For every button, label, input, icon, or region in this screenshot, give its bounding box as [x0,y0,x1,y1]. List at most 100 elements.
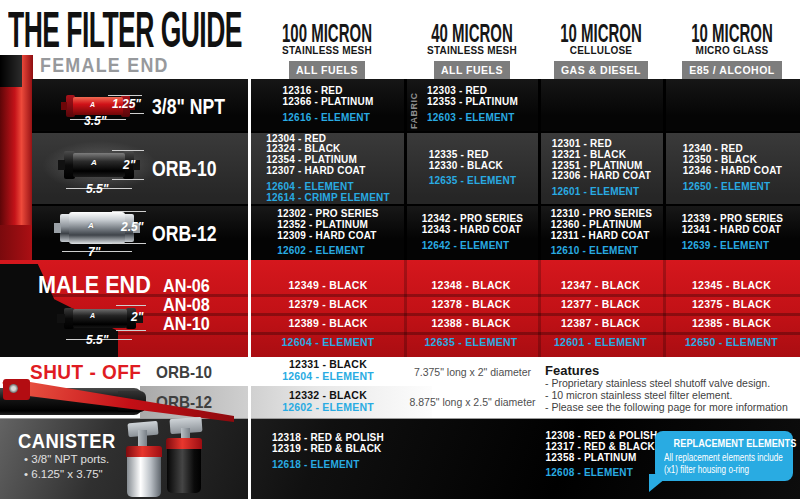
part-number: 12366 - PLATINUM [283,97,374,108]
black-canister-body [167,449,201,493]
shutoff-heading: SHUT - OFF [30,361,141,384]
male-an06-40micron: 12348 - BLACK [404,279,538,291]
male-an06-microglass: 12345 - BLACK [663,279,800,291]
cell-orb10-cellulose: 12301 - RED12321 - BLACK12351 - PLATINUM… [540,133,663,204]
part-number: 12343 - HARD COAT [422,225,523,236]
part-number: 12346 - HARD COAT [683,166,782,177]
dimension-height: 2.5" [121,220,143,234]
part-number: 12616 - ELEMENT [283,113,374,124]
part-number: 12603 - ELEMENT [427,113,518,124]
male-an10-100micron: 12389 - BLACK [252,317,404,329]
dimension-height: 2" [123,158,135,172]
part-number: 12614 - CRIMP ELEMENT [266,193,390,204]
page-title: THE FILTER GUIDE [8,1,242,59]
micron-label: 40 MICRON [418,23,526,44]
part-number: 12601 - ELEMENT [552,187,651,198]
fuel-badge: ALL FUELS [289,61,365,79]
dimension-height: 1.25" [112,97,141,111]
dimension-length: 5.5" [86,333,108,347]
silver-canister-cap [126,446,162,457]
part-number: 12309 - HARD COAT [277,231,378,242]
part-number: 12353 - PLATINUM [427,97,518,108]
male-an10-40micron: 12388 - BLACK [404,317,538,329]
callout-body: All replacement elements include (x1) fi… [664,452,791,475]
filter-guide-page: THE FILTER GUIDE FEMALE END 100 MICRON S… [0,0,800,499]
male-end-heading: MALE END [38,271,151,299]
male-an08-cellulose: 12377 - BLACK [538,298,663,310]
part-number: 12311 - HARD COAT [551,231,652,242]
part-number: 12618 - ELEMENT [272,460,384,471]
fuel-badge: E85 / ALCOHOL [682,61,781,79]
dimension-line [130,113,144,114]
male-element-cellulose: 12601 - ELEMENT [538,336,663,348]
female-end-heading: FEMALE END [40,53,169,77]
dimension-line [112,179,144,180]
part-number: 12604 - ELEMENT [266,182,390,193]
shutoff-orb10-label: ORB-10 [156,363,212,383]
silver-canister-body [127,457,161,497]
cell-npt-100micron: 12316 - RED12366 - PLATINUM12616 - ELEME… [252,79,404,131]
an10-label: AN-10 [163,314,210,335]
row-label-orb12: ORB-12 [152,221,217,247]
male-an06-cellulose: 12347 - BLACK [538,279,663,291]
part-number: 12321 - BLACK [552,150,651,161]
male-element-microglass: 12650 - ELEMENT [663,336,800,348]
feature-item: - 10 micron stainless steel filter eleme… [545,390,788,402]
cell-orb12-100micron: 12302 - PRO SERIES12352 - PLATINUM12309 … [252,206,404,260]
shutoff-orb12-parts: 12332 - BLACK 12602 - ELEMENT [252,385,404,418]
canister-cellulose-parts: 12308 - RED & POLISH12317 - RED & BLACK1… [540,424,663,486]
part-number: 12602 - ELEMENT [277,246,378,257]
part-number: 12332 - BLACK [289,390,367,402]
table-divider-line [248,79,251,499]
fuel-badge: ALL FUELS [434,61,510,79]
dimension-line [112,243,146,244]
black-canister-cap [166,438,202,449]
red-filter-photo-cap [0,55,22,87]
cell-orb10-microglass: 12340 - RED12350 - BLACK12346 - HARD COA… [665,133,800,204]
dimension-height: 2" [131,310,143,324]
dimension-line [112,150,144,151]
micron-label: 100 MICRON [273,23,381,44]
column-header-10-micron-microglass: 10 MICRON MICRO GLASS E85 / ALCOHOL [642,23,800,79]
part-number: 12635 - ELEMENT [429,176,516,187]
part-number: 12335 - RED [429,150,516,161]
part-number: 12330 - BLACK [429,161,516,172]
an08-label: AN-08 [163,295,210,316]
part-number: 12319 - RED & BLACK [272,444,384,455]
feature-item: - Please see the following page for more… [545,402,788,414]
spec-bullet: 3/8" NPT ports. [24,453,109,465]
shutoff-orb12-dimensions: 8.875" long x 2.5" diameter [407,396,538,408]
male-element-100micron: 12604 - ELEMENT [252,336,404,348]
an06-label: AN-06 [163,276,210,297]
fuel-badge: GAS & DIESEL [554,61,648,79]
part-number: 12360 - PLATINUM [551,220,652,231]
part-number: 12650 - ELEMENT [683,182,782,193]
row-label-npt: 3/8" NPT [152,94,225,120]
row-label-orb10: ORB-10 [152,156,217,182]
spec-bullet: 6.125" x 3.75" [24,468,109,480]
canister-specs: 3/8" NPT ports. 6.125" x 3.75" [24,453,109,483]
features-heading: Features [545,363,599,378]
replacement-elements-callout: REPLACEMENT ELEMENTS All replacement ele… [655,431,793,481]
micron-label: 10 MICRON [678,23,786,44]
part-number: 12331 - BLACK [289,359,367,371]
cell-npt-40micron: 12303 - RED12353 - PLATINUM12603 - ELEME… [407,79,538,131]
cell-orb10-100micron: 12304 - RED12324 - BLACK12354 - PLATINUM… [252,133,404,204]
features-list: - Proprietary stainless steel shutoff va… [545,378,788,413]
shutoff-pivot-bolt [9,384,18,393]
part-number: 12317 - RED & BLACK [546,442,658,453]
part-number: 12642 - ELEMENT [422,241,523,252]
dimension-length: 5.5" [86,182,108,196]
dimension-line [116,305,146,306]
part-number: 12352 - PLATINUM [277,220,378,231]
part-number: 12602 - ELEMENT [282,402,374,414]
part-number: 12639 - ELEMENT [682,241,783,252]
cell-orb12-microglass: 12339 - PRO SERIES12341 - HARD COAT12639… [665,206,800,260]
part-number: 12608 - ELEMENT [546,468,658,479]
shutoff-orb10-dimensions: 7.375" long x 2" diameter [407,366,538,378]
micron-label: 10 MICRON [547,23,655,44]
male-an10-microglass: 12385 - BLACK [663,317,800,329]
male-an08-40micron: 12378 - BLACK [404,298,538,310]
cell-orb12-40micron: 12342 - PRO SERIES12343 - HARD COAT12642… [407,206,538,260]
part-number: 12307 - HARD COAT [266,166,390,177]
